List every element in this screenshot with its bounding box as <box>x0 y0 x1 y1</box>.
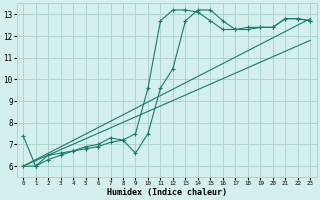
X-axis label: Humidex (Indice chaleur): Humidex (Indice chaleur) <box>107 188 227 197</box>
